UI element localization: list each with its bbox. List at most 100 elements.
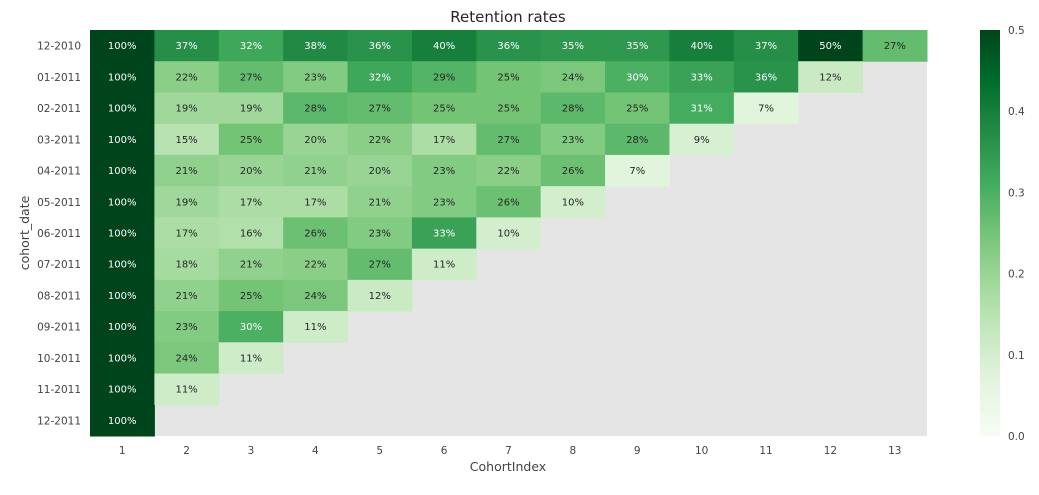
heatmap-cell: [154, 61, 220, 93]
cell-value-label: 20%: [369, 166, 391, 177]
heatmap-cell: [90, 373, 155, 406]
heatmap-cell: [540, 92, 606, 125]
cell-value-label: 37%: [175, 41, 197, 52]
cell-value-label: 32%: [369, 72, 391, 83]
cell-value-label: 100%: [108, 229, 137, 240]
heatmap-cell: [411, 186, 477, 218]
cell-value-label: 33%: [433, 229, 455, 240]
heatmap-cell: [347, 61, 413, 93]
cell-value-label: 22%: [497, 166, 519, 177]
y-tick-label: 05-2011: [37, 197, 81, 209]
cell-value-label: 100%: [108, 416, 137, 427]
cell-value-label: 24%: [304, 291, 326, 302]
heatmap-cell: [154, 186, 220, 218]
y-tick-label: 12-2011: [37, 415, 81, 427]
cell-value-label: 25%: [433, 104, 455, 115]
cell-value-label: 11%: [433, 260, 455, 271]
cell-value-label: 27%: [369, 104, 391, 115]
cell-value-label: 27%: [497, 135, 519, 146]
x-tick-label: 5: [376, 445, 383, 457]
y-tick-label: 04-2011: [37, 166, 81, 178]
y-tick-labels: 12-2010 01-2011 02-2011 03-2011 04-2011 05-20…: [37, 41, 81, 428]
heatmap-cell: [347, 30, 413, 62]
heatmap-cell: [218, 311, 284, 343]
cell-value-label: 19%: [240, 104, 262, 115]
y-tick-label: 09-2011: [37, 322, 81, 334]
cell-value-label: 26%: [497, 197, 519, 208]
x-tick-label: 6: [441, 445, 448, 457]
heatmap-cells: 100% 37% 32% 38% 36% 40% 36% 35% 35% 40% 37% 50% 27%…: [90, 30, 928, 437]
heatmap-cell: [283, 311, 349, 343]
cell-value-label: 25%: [240, 291, 262, 302]
heatmap-cell: [411, 123, 477, 156]
cell-value-label: 21%: [369, 197, 391, 208]
heatmap-cell: [90, 30, 155, 62]
cell-value-label: 25%: [240, 135, 262, 146]
y-tick-label: 06-2011: [37, 228, 81, 240]
heatmap-cell: [347, 123, 413, 156]
cell-value-label: 100%: [108, 291, 137, 302]
heatmap-cell: [540, 123, 606, 156]
heatmap-cell: [411, 61, 477, 93]
cell-value-label: 38%: [304, 41, 326, 52]
x-tick-label: 2: [183, 445, 190, 457]
cell-value-label: 16%: [240, 229, 262, 240]
cell-value-label: 9%: [694, 135, 710, 146]
cell-value-label: 21%: [304, 166, 326, 177]
cell-value-label: 17%: [175, 229, 197, 240]
cell-value-label: 23%: [562, 135, 584, 146]
heatmap-cell: [218, 279, 284, 312]
cell-value-label: 40%: [691, 41, 713, 52]
cell-value-label: 21%: [175, 166, 197, 177]
cell-value-label: 37%: [755, 41, 777, 52]
cell-value-label: 31%: [691, 104, 713, 115]
y-tick-label: 10-2011: [37, 353, 81, 365]
heatmap-cell: [605, 92, 670, 125]
heatmap-cell: [218, 92, 284, 125]
colorbar-tick-label: 0.1: [1008, 350, 1025, 362]
heatmap-cell: [218, 30, 284, 62]
cell-value-label: 28%: [562, 104, 584, 115]
cell-value-label: 23%: [433, 197, 455, 208]
chart-title: Retention rates: [450, 8, 566, 26]
y-axis-label: cohort_date: [17, 195, 32, 270]
x-tick-labels: 1 2 3 4 5 6 7 8 9 10 11 12 13: [119, 445, 902, 457]
y-tick-label: 01-2011: [37, 72, 81, 84]
cell-value-label: 11%: [175, 385, 197, 396]
heatmap-cell: [733, 61, 799, 93]
x-tick-label: 7: [505, 445, 512, 457]
cell-value-label: 17%: [240, 197, 262, 208]
cell-value-label: 11%: [304, 322, 326, 333]
colorbar-tick-label: 0.4: [1008, 106, 1025, 118]
colorbar: [980, 30, 1000, 436]
x-tick-label: 10: [695, 445, 708, 457]
heatmap-cell: [476, 217, 542, 250]
cell-value-label: 28%: [304, 104, 326, 115]
cell-value-label: 33%: [691, 72, 713, 83]
colorbar-tick-label: 0.3: [1008, 187, 1025, 199]
heatmap-cell: [90, 92, 155, 125]
colorbar-tick-label: 0.5: [1008, 25, 1025, 37]
heatmap-cell: [283, 248, 349, 281]
heatmap-cell: [669, 123, 735, 156]
heatmap-cell: [733, 92, 799, 125]
heatmap-cell: [283, 154, 349, 187]
y-tick-label: 02-2011: [37, 103, 81, 115]
cell-value-label: 100%: [108, 41, 137, 52]
cell-value-label: 26%: [562, 166, 584, 177]
cell-value-label: 27%: [369, 260, 391, 271]
heatmap-cell: [540, 30, 606, 62]
y-tick-label: 12-2010: [37, 41, 81, 53]
heatmap-cell: [283, 186, 349, 218]
heatmap-cell: [669, 30, 735, 62]
cell-value-label: 12%: [819, 72, 841, 83]
cell-value-label: 21%: [240, 260, 262, 271]
heatmap-cell: [347, 279, 413, 312]
cell-value-label: 100%: [108, 385, 137, 396]
heatmap-cell: [411, 30, 477, 62]
heatmap-cell: [218, 186, 284, 218]
heatmap-cell: [283, 61, 349, 93]
heatmap-cell: [218, 154, 284, 187]
cell-value-label: 17%: [433, 135, 455, 146]
